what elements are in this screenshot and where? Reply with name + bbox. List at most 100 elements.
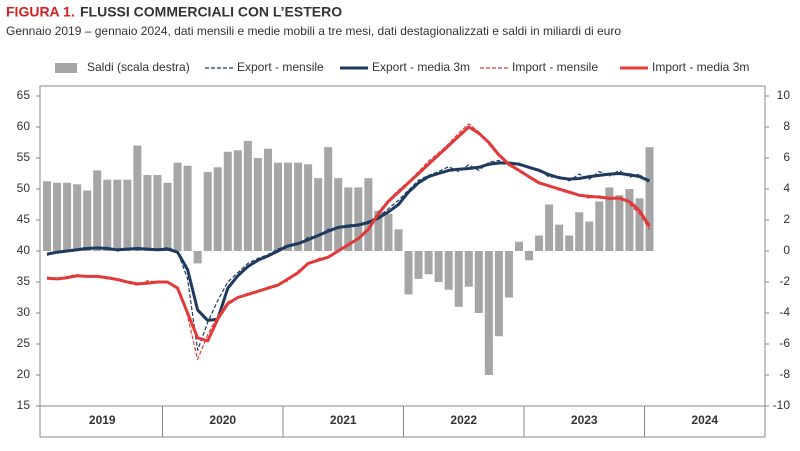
y-tick-label: 60 xyxy=(17,119,31,133)
bar xyxy=(143,175,152,251)
bar xyxy=(253,158,262,251)
y-tick-label: 45 xyxy=(17,212,31,226)
y2-tick-label: -6 xyxy=(779,336,790,350)
bar xyxy=(404,251,413,295)
y-tick-label: 20 xyxy=(17,367,31,381)
bar xyxy=(193,251,202,264)
y2-tick-label: 2 xyxy=(783,212,790,226)
legend-swatch xyxy=(55,63,77,73)
y-tick-label: 15 xyxy=(17,398,31,412)
bar xyxy=(595,201,604,251)
bar xyxy=(103,179,112,251)
bar xyxy=(304,164,313,251)
bar xyxy=(414,251,423,279)
bar xyxy=(63,182,72,251)
bar xyxy=(555,224,564,251)
bar xyxy=(384,213,393,251)
bar xyxy=(464,251,473,287)
bar xyxy=(284,162,293,251)
y2-tick-label: -4 xyxy=(779,305,790,319)
bar xyxy=(153,175,162,251)
bar xyxy=(243,140,252,251)
y2-tick-label: 4 xyxy=(783,181,790,195)
bar xyxy=(314,178,323,251)
bar xyxy=(545,204,554,251)
y-tick-label: 40 xyxy=(17,243,31,257)
bar xyxy=(344,187,353,251)
x-period-label: 2023 xyxy=(571,413,598,427)
legend-label: Export - mensile xyxy=(237,60,324,74)
bar xyxy=(123,179,132,251)
bar xyxy=(324,147,333,251)
bar xyxy=(514,241,523,251)
bar xyxy=(334,178,343,251)
bar xyxy=(133,145,142,251)
bar xyxy=(83,190,92,251)
y2-tick-label: 10 xyxy=(777,88,791,102)
bar xyxy=(565,235,574,251)
chart-title-label: FIGURA 1. xyxy=(6,4,75,20)
bar xyxy=(444,251,453,290)
x-period-label: 2019 xyxy=(89,413,116,427)
x-period-label: 2020 xyxy=(209,413,236,427)
y-tick-label: 65 xyxy=(17,88,31,102)
y-tick-label: 25 xyxy=(17,336,31,350)
y2-tick-label: -2 xyxy=(779,274,790,288)
legend-label: Export - media 3m xyxy=(372,60,470,74)
y2-tick-label: 8 xyxy=(783,119,790,133)
bar xyxy=(575,212,584,251)
chart-title: FLUSSI COMMERCIALI CON L’ESTERO xyxy=(80,4,342,20)
bar xyxy=(364,178,373,251)
bar xyxy=(43,181,52,251)
bar xyxy=(354,187,363,251)
bar xyxy=(454,251,463,307)
bar xyxy=(263,148,272,251)
x-period-label: 2024 xyxy=(691,413,718,427)
bar xyxy=(474,251,483,313)
bar xyxy=(434,251,443,282)
bar xyxy=(535,235,544,251)
legend-label: Import - media 3m xyxy=(652,60,749,74)
bar xyxy=(294,162,303,251)
bar xyxy=(494,251,503,337)
bar xyxy=(73,184,82,251)
bar xyxy=(374,210,383,251)
bar xyxy=(53,182,62,251)
bar xyxy=(635,198,644,251)
bar xyxy=(173,162,182,251)
line xyxy=(46,125,651,343)
bar xyxy=(585,221,594,251)
y2-tick-label: -8 xyxy=(779,367,790,381)
bar xyxy=(484,251,493,375)
legend-label: Saldi (scala destra) xyxy=(87,60,190,74)
bar xyxy=(93,170,102,251)
bar xyxy=(163,182,172,251)
y-tick-label: 35 xyxy=(17,274,31,288)
y-tick-label: 30 xyxy=(17,305,31,319)
bar xyxy=(203,171,212,251)
bar xyxy=(525,251,534,261)
bar xyxy=(394,229,403,251)
bar xyxy=(213,167,222,251)
bar xyxy=(615,195,624,251)
line xyxy=(46,161,651,322)
y-tick-label: 50 xyxy=(17,181,31,195)
bar xyxy=(223,151,232,251)
plot-frame xyxy=(39,85,766,438)
y2-tick-label: -10 xyxy=(773,398,791,412)
bar xyxy=(645,147,654,251)
y2-tick-label: 0 xyxy=(783,243,790,257)
y2-tick-label: 6 xyxy=(783,150,790,164)
bar xyxy=(424,251,433,275)
bar xyxy=(113,179,122,251)
bar xyxy=(233,150,242,251)
x-period-label: 2022 xyxy=(450,413,477,427)
bar xyxy=(605,187,614,251)
legend-label: Import - mensile xyxy=(512,60,598,74)
bar xyxy=(273,162,282,251)
y-tick-label: 55 xyxy=(17,150,31,164)
bar xyxy=(504,251,513,298)
chart-subtitle: Gennaio 2019 – gennaio 2024, dati mensil… xyxy=(6,24,621,38)
x-period-label: 2021 xyxy=(330,413,357,427)
